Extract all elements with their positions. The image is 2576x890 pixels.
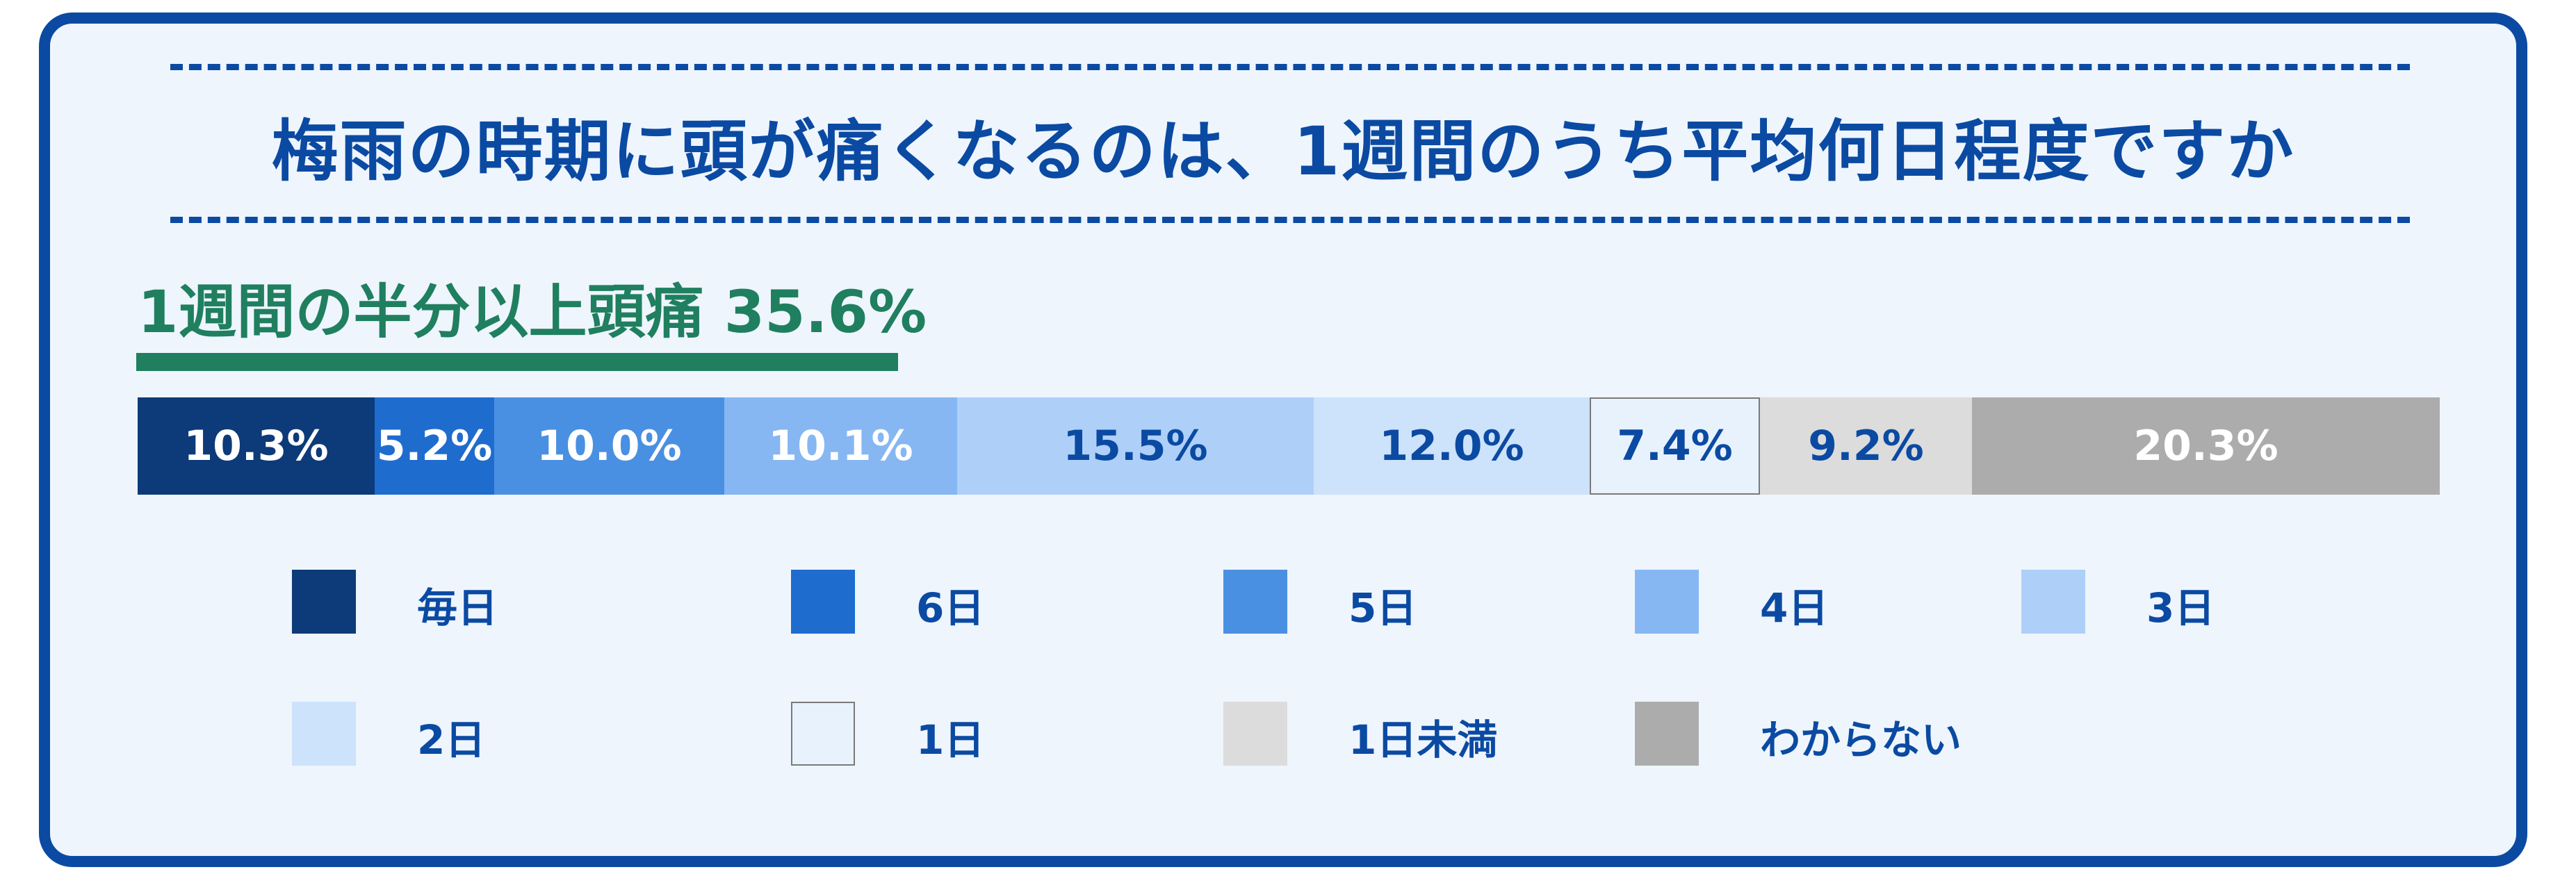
bar-segment-label: 10.3% bbox=[184, 422, 329, 470]
bar-segment-4: 10.1% bbox=[724, 397, 957, 495]
legend-swatch bbox=[1223, 702, 1287, 766]
bar-segment-label: 20.3% bbox=[2133, 422, 2279, 470]
legend-swatch bbox=[292, 702, 356, 766]
legend-label: わからない bbox=[1760, 716, 1962, 764]
bar-segment-3: 10.0% bbox=[494, 397, 724, 495]
legend-label: 毎日 bbox=[417, 584, 498, 632]
bar-segment-2: 5.2% bbox=[375, 397, 494, 495]
top-dashed-rule bbox=[170, 64, 2410, 70]
bottom-dashed-rule bbox=[170, 217, 2410, 223]
legend-swatch bbox=[791, 570, 855, 634]
legend-swatch bbox=[1223, 570, 1287, 634]
bar-segment-label: 5.2% bbox=[376, 422, 493, 470]
bar-segment-9: 20.3% bbox=[1972, 397, 2440, 495]
legend-swatch bbox=[1635, 570, 1699, 634]
legend-label: 4日 bbox=[1760, 584, 1829, 632]
legend-label: 1日 bbox=[916, 716, 985, 764]
bar-segment-label: 9.2% bbox=[1808, 422, 1924, 470]
legend-swatch bbox=[292, 570, 356, 634]
bar-segment-5: 15.5% bbox=[957, 397, 1314, 495]
bar-segment-label: 12.0% bbox=[1379, 422, 1524, 470]
stacked-bar: 10.3% 5.2% 10.0% 10.1% 15.5% 12.0% 7.4% 9.2% 20.… bbox=[138, 397, 2440, 495]
bar-segment-label: 7.4% bbox=[1617, 422, 1733, 470]
chart-title: 梅雨の時期に頭が痛くなるのは、1週間のうち平均何日程度ですか bbox=[271, 113, 2295, 190]
bar-segment-8: 9.2% bbox=[1760, 397, 1972, 495]
legend-swatch bbox=[2021, 570, 2085, 634]
bar-segment-1: 10.3% bbox=[138, 397, 375, 495]
legend-label: 6日 bbox=[916, 584, 985, 632]
bar-segment-label: 15.5% bbox=[1063, 422, 1208, 470]
legend-swatch bbox=[1635, 702, 1699, 766]
bar-segment-label: 10.0% bbox=[537, 422, 682, 470]
bar-segment-6: 12.0% bbox=[1314, 397, 1590, 495]
legend-label: 3日 bbox=[2146, 584, 2215, 632]
legend-swatch bbox=[791, 702, 855, 766]
bar-segment-7: 7.4% bbox=[1590, 397, 1760, 495]
legend-label: 5日 bbox=[1348, 584, 1417, 632]
legend-label: 2日 bbox=[417, 716, 486, 764]
subtitle-underline bbox=[136, 353, 898, 371]
bar-segment-label: 10.1% bbox=[768, 422, 913, 470]
chart-subtitle: 1週間の半分以上頭痛 35.6% bbox=[138, 278, 927, 346]
legend-label: 1日未満 bbox=[1348, 716, 1498, 764]
